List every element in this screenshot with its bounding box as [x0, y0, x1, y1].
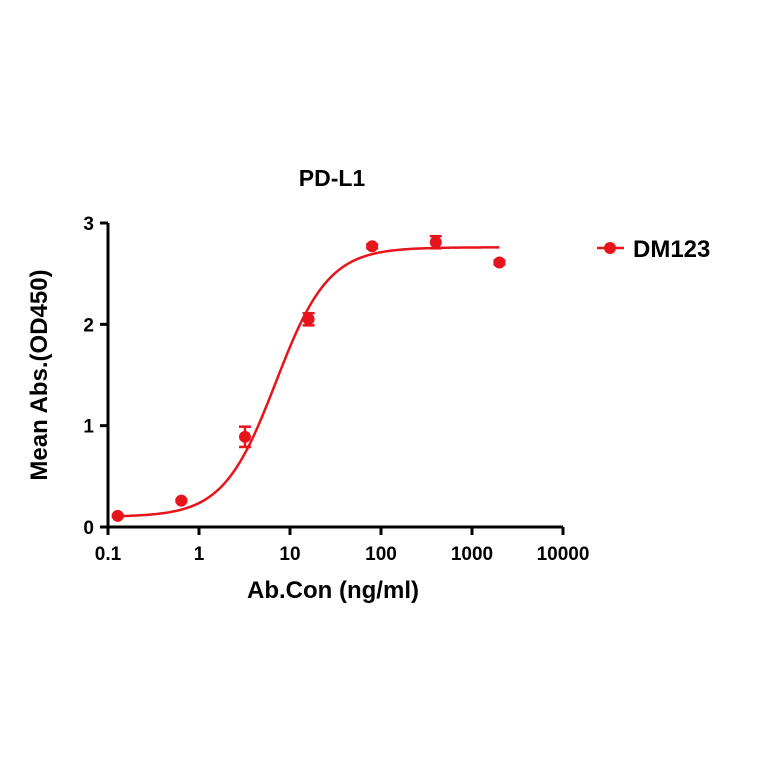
chart-title: PD-L1	[299, 165, 366, 191]
data-point	[493, 256, 506, 269]
data-point	[175, 494, 188, 507]
x-tick-label: 10	[279, 544, 300, 565]
y-tick-label: 3	[83, 214, 94, 235]
data-point	[111, 509, 124, 522]
legend-marker	[604, 242, 616, 254]
y-tick-label: 2	[83, 315, 94, 336]
fit-curve	[117, 246, 500, 518]
legend-label-dm123: DM123	[633, 236, 710, 263]
data-point	[366, 240, 379, 253]
x-tick-label: 100	[365, 544, 397, 565]
legend: DM123	[597, 236, 710, 263]
x-axis-label: Ab.Con (ng/ml)	[247, 577, 419, 604]
plot-area	[111, 234, 506, 522]
data-point	[238, 430, 251, 443]
y-tick-label: 0	[83, 518, 94, 539]
x-tick-label: 10000	[537, 544, 590, 565]
y-axis-label: Mean Abs.(OD450)	[26, 269, 53, 480]
y-tick-label: 1	[83, 417, 94, 438]
data-point	[302, 313, 315, 326]
x-tick-label: 1	[194, 544, 205, 565]
x-tick-label: 0.1	[95, 544, 122, 565]
data-point	[429, 236, 442, 249]
axes: 0.1 1 10 100 1000 10000 0 1 2 3	[83, 214, 589, 565]
x-tick-label: 1000	[451, 544, 493, 565]
